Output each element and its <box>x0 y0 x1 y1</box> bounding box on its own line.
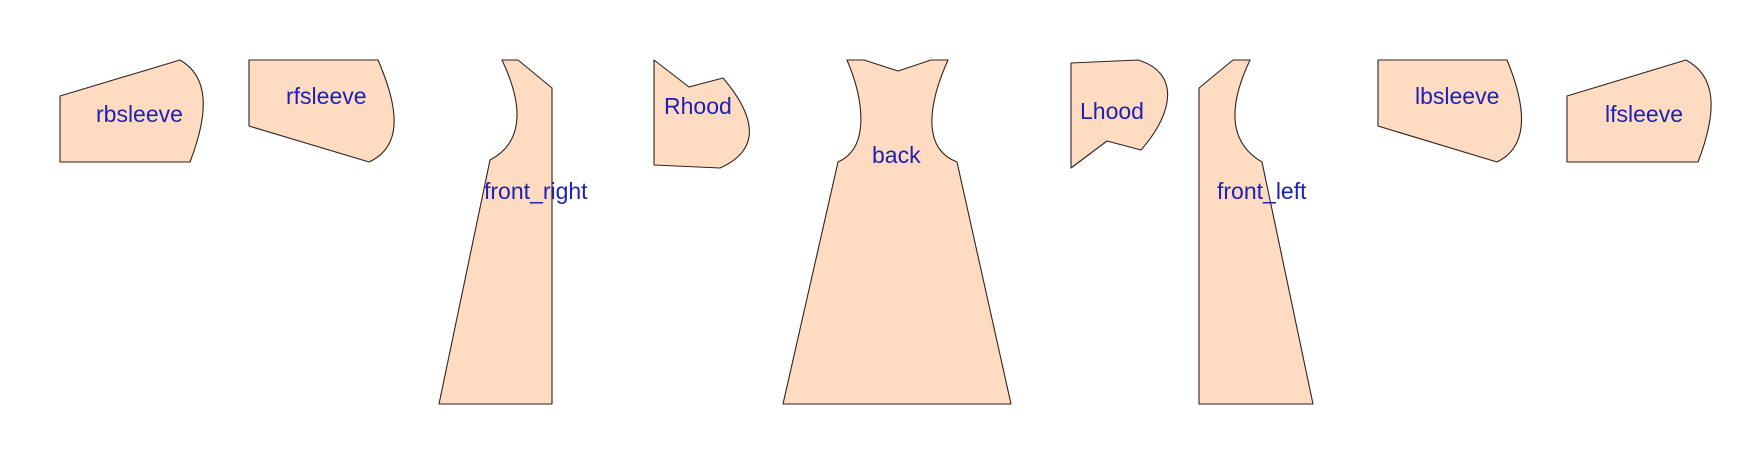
piece-lfsleeve: lfsleeve <box>1566 59 1712 163</box>
piece-front-left-label: front_left <box>1217 178 1307 204</box>
piece-rbsleeve: rbsleeve <box>59 59 204 163</box>
piece-back-label: back <box>872 142 921 168</box>
piece-rhood-shape <box>653 59 750 169</box>
piece-lbsleeve: lbsleeve <box>1377 59 1523 163</box>
piece-back: back <box>782 59 1012 405</box>
piece-rfsleeve-shape <box>248 59 395 163</box>
piece-back-shape <box>782 59 1012 405</box>
piece-rhood: Rhood <box>653 59 750 169</box>
piece-lhood-shape <box>1070 59 1169 169</box>
piece-front-right-label: front_right <box>484 178 588 204</box>
piece-front-right: front_right <box>438 59 588 405</box>
piece-lhood-label: Lhood <box>1080 98 1144 124</box>
piece-front-left-shape <box>1198 59 1314 405</box>
piece-rhood-label: Rhood <box>664 93 732 119</box>
piece-rbsleeve-shape <box>59 59 204 163</box>
piece-lfsleeve-shape <box>1566 59 1712 163</box>
piece-front-left: front_left <box>1198 59 1314 405</box>
piece-lbsleeve-shape <box>1377 59 1523 163</box>
piece-lbsleeve-label: lbsleeve <box>1415 83 1499 109</box>
piece-lhood: Lhood <box>1070 59 1169 169</box>
piece-rfsleeve: rfsleeve <box>248 59 395 163</box>
piece-front-right-shape <box>438 59 553 405</box>
piece-rfsleeve-label: rfsleeve <box>286 83 367 109</box>
piece-lfsleeve-label: lfsleeve <box>1605 101 1683 127</box>
piece-rbsleeve-label: rbsleeve <box>96 101 183 127</box>
